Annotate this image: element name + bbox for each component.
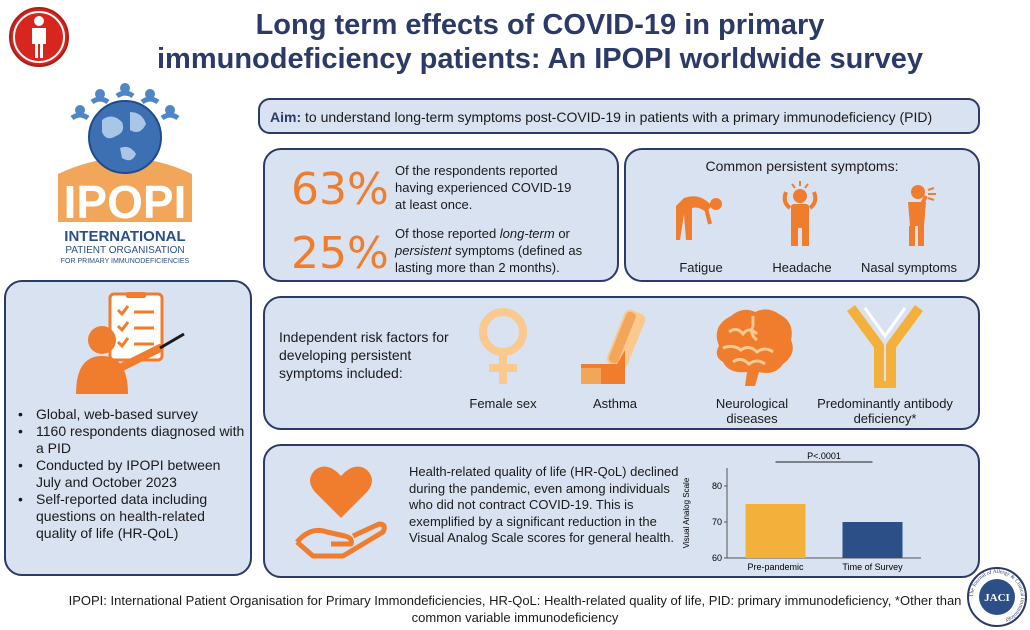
stat-25-percent: 25% bbox=[291, 228, 389, 279]
stat-63-percent: 63% bbox=[291, 164, 389, 215]
fatigue-icon bbox=[676, 196, 722, 240]
risk-intro-text: Independent risk factors for developing … bbox=[279, 329, 449, 381]
y-tick-label: 80 bbox=[712, 481, 722, 491]
risk-neuro-label: Neurological diseases bbox=[715, 396, 789, 426]
hrqol-text: Health-related quality of life (HR-QoL) … bbox=[409, 464, 679, 545]
survey-clipboard-icon bbox=[76, 292, 185, 394]
list-item: Self-reported data including questions o… bbox=[8, 491, 248, 542]
list-item: Conducted by IPOPI between July and Octo… bbox=[8, 457, 248, 491]
heart-in-hand-icon bbox=[295, 466, 387, 559]
risk-female-sex-label: Female sex bbox=[469, 396, 537, 411]
headache-icon bbox=[782, 181, 818, 246]
x-tick-label: Time of Survey bbox=[842, 562, 903, 572]
stats-panel: 63% Of the respondents reported having e… bbox=[263, 148, 619, 282]
vas-bar-chart: 60 70 80 Visual Analog Scale Pre-pandemic Tim… bbox=[682, 451, 921, 572]
p-value-annotation: P<.0001 bbox=[807, 451, 841, 461]
survey-panel: Global, web-based survey 1160 respondent… bbox=[4, 280, 252, 576]
brain-icon bbox=[716, 309, 793, 386]
symptom-headache-label: Headache bbox=[772, 260, 832, 275]
risk-asthma-label: Asthma bbox=[592, 396, 638, 411]
y-tick-label: 70 bbox=[712, 517, 722, 527]
logo-line-3: FOR PRIMARY IMMUNODEFICIENCIES bbox=[60, 258, 190, 265]
ipopi-logo: IPOPI INTERNATIONAL PATIENT ORGANISATION… bbox=[50, 82, 200, 272]
footer-note: IPOPI: International Patient Organisatio… bbox=[0, 592, 1030, 626]
inhaler-icon bbox=[581, 309, 646, 384]
logo-line-1: INTERNATIONAL bbox=[64, 228, 186, 245]
x-tick-label: Pre-pandemic bbox=[747, 562, 804, 572]
list-item: Global, web-based survey bbox=[8, 406, 248, 423]
page-title: Long term effects of COVID-19 in primary… bbox=[157, 9, 923, 75]
aim-text: to understand long-term symptoms post-CO… bbox=[305, 109, 933, 125]
symptom-fatigue-label: Fatigue bbox=[679, 260, 723, 275]
bar-time-of-survey bbox=[842, 522, 903, 558]
symptoms-heading: Common persistent symptoms: bbox=[705, 158, 899, 174]
jaci-seal: The Journal of Allergy & Clinical Immuno… bbox=[967, 567, 1027, 627]
person-icon bbox=[8, 6, 70, 68]
antibody-icon bbox=[846, 305, 924, 388]
svg-text:IPOPI: IPOPI bbox=[64, 176, 187, 222]
footer-line-2: common variable immunodeficiency bbox=[411, 610, 619, 625]
hrqol-panel: Health-related quality of life (HR-QoL) … bbox=[263, 444, 980, 578]
bar-pre-pandemic bbox=[745, 504, 806, 558]
y-axis-label: Visual Analog Scale bbox=[682, 477, 691, 548]
female-sex-icon bbox=[479, 308, 527, 384]
aim-label: Aim: bbox=[270, 109, 302, 125]
list-item: 1160 respondents diagnosed with a PID bbox=[8, 423, 248, 457]
footer-line-1: IPOPI: International Patient Organisatio… bbox=[68, 593, 962, 608]
stat-63-text: Of the respondents reported having exper… bbox=[395, 163, 572, 212]
aim-panel: Aim: to understand long-term symptoms po… bbox=[258, 98, 980, 134]
stat-25-text: Of those reported long-term or persisten… bbox=[395, 226, 583, 275]
logo-line-2: PATIENT ORGANISATION bbox=[65, 245, 185, 256]
y-tick-label: 60 bbox=[712, 553, 722, 563]
symptom-nasal-label: Nasal symptoms bbox=[860, 260, 958, 275]
risk-factors-panel: Independent risk factors for developing … bbox=[263, 296, 980, 430]
svg-text:JACI: JACI bbox=[984, 592, 1010, 604]
globe-icon: IPOPI bbox=[58, 83, 192, 228]
survey-bullets: Global, web-based survey 1160 respondent… bbox=[8, 406, 248, 542]
symptoms-panel: Common persistent symptoms: Fatigue Head… bbox=[624, 148, 980, 282]
nasal-symptoms-icon bbox=[908, 185, 936, 246]
risk-antibody-label: Predominantly antibody deficiency* bbox=[817, 396, 953, 426]
